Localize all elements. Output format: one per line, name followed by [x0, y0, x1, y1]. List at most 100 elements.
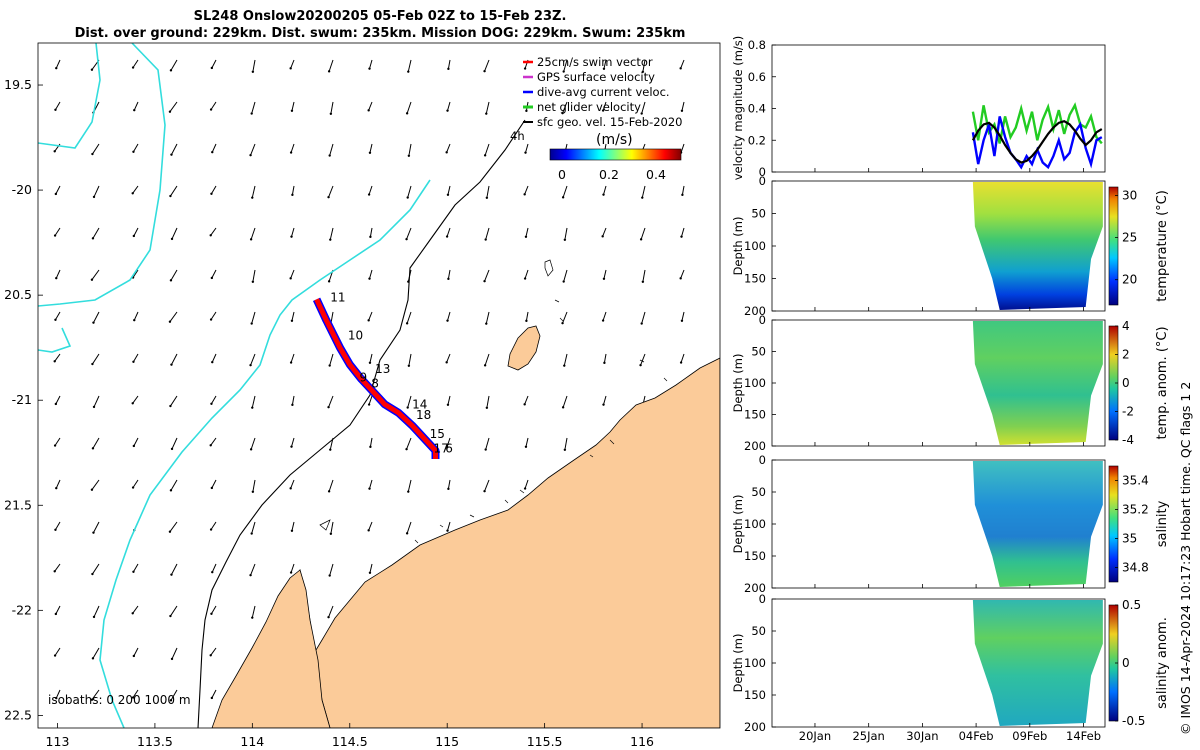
map-x-tick-label: 116	[630, 734, 654, 749]
current-vector	[133, 143, 139, 153]
current-vector	[290, 353, 295, 363]
current-vector	[91, 479, 100, 490]
colorbar-tick-label: 2	[1122, 348, 1130, 362]
current-vector-head	[131, 696, 135, 699]
temperature-section-colorbar	[1108, 186, 1119, 306]
current-vector-head	[485, 112, 488, 115]
current-vector	[291, 521, 295, 531]
current-vector-head	[446, 403, 450, 406]
current-vector-head	[485, 406, 489, 410]
depth-tick-label: 100	[744, 239, 766, 253]
current-vector-head	[209, 444, 212, 447]
map-frame	[37, 42, 721, 729]
current-vector-head	[168, 110, 172, 113]
current-vector	[564, 437, 568, 450]
current-vector	[133, 647, 139, 657]
current-vector	[93, 605, 100, 618]
time-axis: 20Jan 25Jan 30Jan 04Feb 09Feb 14Feb	[799, 168, 1101, 743]
salinity-section: 0 50 100 150 200 Depth (m) 35.4 35.2 35 34.8 salin…	[731, 453, 1170, 595]
current-vector	[446, 353, 451, 363]
current-vector	[210, 647, 217, 656]
current-vector	[55, 311, 61, 321]
current-vector	[330, 101, 334, 114]
isobath-label: isobaths: 0 200 1000 m	[48, 693, 191, 707]
day-label-0: 11	[330, 290, 345, 304]
current-vector-head	[641, 280, 645, 284]
colorbar-tick-label: -2	[1122, 405, 1134, 419]
current-vector-head	[91, 237, 95, 240]
current-vector-head	[131, 612, 134, 615]
current-vector	[252, 269, 256, 282]
current-vector	[681, 311, 685, 321]
current-vector-head	[53, 234, 57, 237]
current-vector	[170, 185, 178, 197]
colorbar-tick-label: 35.2	[1122, 503, 1149, 517]
current-vector	[406, 437, 412, 450]
current-vector-head	[53, 150, 56, 153]
current-vector-head	[168, 320, 172, 323]
current-vector-head	[485, 322, 488, 325]
velocity-series	[971, 102, 1103, 170]
current-vector	[524, 479, 529, 489]
current-vector-head	[209, 234, 212, 237]
temperature-section-ylabel: Depth (m)	[731, 217, 745, 276]
temperature-section-data	[972, 182, 1103, 310]
current-vector	[368, 101, 373, 111]
salinity-section-colorbar	[1108, 465, 1119, 583]
map-y-tick-label: -22	[12, 602, 32, 617]
depth-tick-label: 50	[751, 485, 766, 499]
salinity-anomaly-section-colorbar-label: salinity anom.	[1155, 617, 1170, 709]
current-vector-head	[54, 108, 57, 111]
salinity-anomaly-section-ylabel: Depth (m)	[731, 634, 745, 693]
current-vector-head	[407, 70, 410, 73]
current-vector	[250, 353, 256, 366]
current-vector-head	[54, 192, 58, 196]
day-label-5: 14	[412, 398, 427, 412]
current-vector-head	[447, 67, 450, 71]
current-vector-head	[367, 403, 371, 406]
current-vector	[563, 353, 568, 366]
current-vector	[447, 395, 451, 405]
current-vector	[562, 101, 568, 114]
current-vector-head	[407, 490, 410, 493]
colorbar-tick-label: 4	[1122, 319, 1130, 333]
current-vector	[369, 269, 373, 279]
current-vector	[602, 227, 607, 237]
current-vector	[132, 59, 139, 68]
current-vector-head	[406, 406, 409, 409]
current-vector-head	[367, 109, 370, 112]
current-vector	[369, 437, 373, 447]
chart-title: SL248 Onslow20200205 05-Feb 02Z to 15-Fe…	[0, 8, 760, 42]
depth-tick-label: 100	[744, 656, 766, 670]
current-vector	[681, 185, 685, 195]
current-vector-head	[524, 445, 528, 448]
current-vector-head	[53, 570, 56, 573]
current-vector-head	[679, 361, 683, 364]
current-vector	[133, 437, 139, 447]
current-vector	[485, 101, 490, 114]
current-vector	[446, 143, 451, 153]
current-vector-head	[445, 445, 449, 448]
current-vector-head	[169, 489, 173, 492]
current-vector-head	[54, 318, 57, 321]
current-vector-head	[92, 531, 95, 534]
day-label-9: 6	[445, 442, 453, 456]
current-vector	[563, 269, 568, 282]
current-vector	[484, 479, 490, 492]
current-vector	[407, 479, 412, 492]
current-vector	[485, 227, 490, 240]
current-vector	[406, 311, 412, 324]
current-vector	[329, 143, 334, 156]
map-y-tick-label: -20	[12, 182, 32, 197]
map-x-tick-label: 113	[46, 734, 70, 749]
current-vector-head	[601, 235, 604, 238]
current-vector-head	[524, 235, 528, 238]
current-vector-head	[367, 529, 370, 532]
velocity-y-tick-label: 0.2	[748, 133, 766, 147]
current-vector	[251, 101, 256, 114]
current-vector-head	[405, 447, 408, 451]
current-vector-head	[131, 402, 134, 405]
colorbar-tick-2: 0.4	[646, 167, 666, 182]
current-vector-head	[680, 235, 683, 238]
